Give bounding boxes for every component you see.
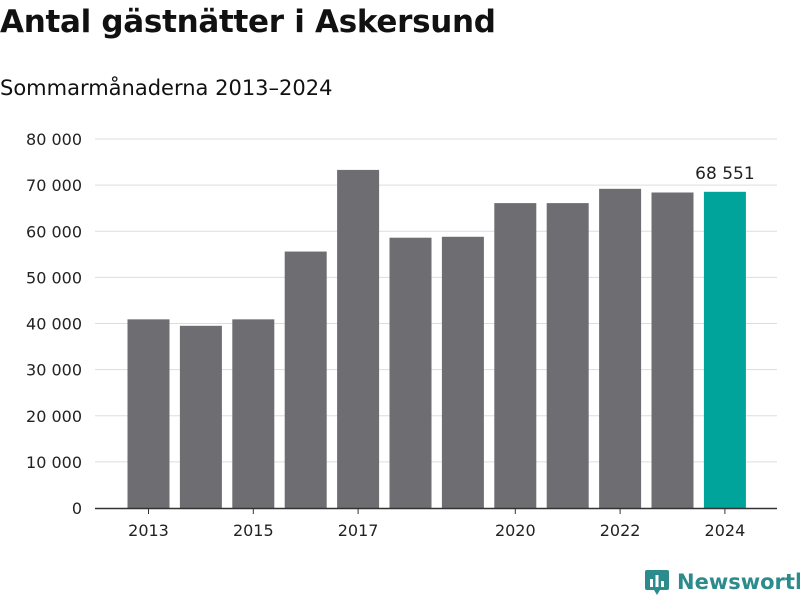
brand-name: Newsworthy [677, 570, 800, 594]
bar [441, 236, 484, 508]
x-tick-label: 2020 [495, 521, 536, 540]
bar [284, 251, 327, 509]
x-tick-label: 2015 [233, 521, 274, 540]
x-tick-label: 2022 [600, 521, 641, 540]
bar [651, 192, 694, 508]
bar [232, 319, 275, 508]
x-tick-label: 2024 [705, 521, 746, 540]
y-tick-label: 10 000 [26, 453, 82, 472]
y-tick-label: 80 000 [26, 130, 82, 149]
y-tick-label: 20 000 [26, 407, 82, 426]
bar [494, 203, 537, 508]
bar [599, 188, 642, 508]
y-tick-label: 0 [72, 499, 82, 518]
bar [337, 169, 380, 508]
newsworthy-logo: Newsworthy [645, 568, 800, 596]
chart-subtitle: Sommarmånaderna 2013–2024 [0, 76, 333, 100]
bar-chart: 0 10 000 20 000 30 000 40 000 50 000 60 000 70 … [26, 130, 777, 540]
x-tick-label: 2017 [338, 521, 379, 540]
bar [546, 203, 589, 508]
x-tick-label: 2013 [128, 521, 169, 540]
bar [389, 237, 432, 508]
chart-title: Antal gästnätter i Askersund [0, 4, 496, 40]
bar [179, 325, 222, 508]
y-tick-label: 40 000 [26, 315, 82, 334]
y-tick-label: 30 000 [26, 361, 82, 380]
bar [703, 191, 746, 508]
y-tick-label: 60 000 [26, 222, 82, 241]
bar [127, 319, 170, 508]
newsworthy-chart-icon [645, 570, 669, 595]
data-label: 68 551 [695, 164, 754, 184]
y-tick-label: 50 000 [26, 268, 82, 287]
y-tick-label: 70 000 [26, 176, 82, 195]
